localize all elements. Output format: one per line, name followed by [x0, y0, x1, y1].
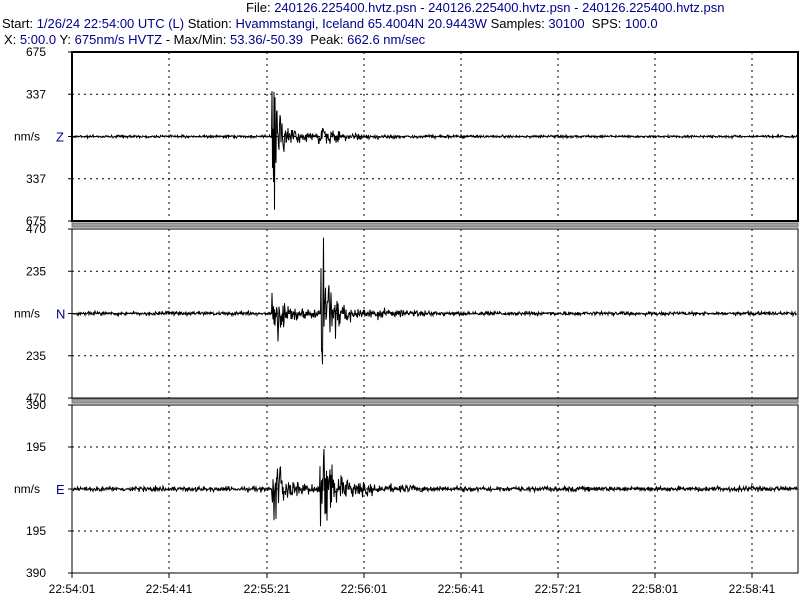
y-tick-label: 390: [26, 566, 46, 580]
time-tick-label: 22:54:01: [49, 582, 96, 596]
time-tick-label: 22:55:21: [244, 582, 291, 596]
panel-separator[interactable]: [71, 222, 799, 228]
y-tick-label: 235: [26, 349, 46, 363]
x-scale-value: 5:00.0: [19, 32, 57, 47]
y-tick-label: 337: [26, 172, 46, 186]
unit-label: nm/s: [14, 307, 40, 321]
station-value: Hvammstangi, Iceland 65.4004N 20.9443W: [235, 16, 487, 31]
samples-value: 30100: [548, 16, 585, 31]
maxmin-value: 53.36/-50.39: [230, 32, 304, 47]
waveform-trace-z: [72, 91, 798, 210]
file-label: File:: [246, 0, 271, 15]
sps-value: 100.0: [625, 16, 658, 31]
time-tick-label: 22:58:41: [729, 582, 776, 596]
y-tick-label: 470: [26, 222, 46, 236]
station-label: Station:: [187, 16, 232, 31]
waveform-trace-e: [72, 448, 798, 527]
channel-label-n: N: [56, 307, 65, 322]
sps-label: SPS:: [591, 16, 622, 31]
scale-info: X: 5:00.0 Y: 675nm/s HVTZ - Max/Min: 53.…: [4, 32, 425, 48]
x-scale-label: X:: [4, 32, 17, 47]
time-tick-label: 22:54:41: [146, 582, 193, 596]
file-value: 240126.225400.hvtz.psn - 240126.225400.h…: [274, 0, 725, 15]
y-tick-label: 235: [26, 264, 46, 278]
unit-label: nm/s: [14, 482, 40, 496]
y-scale-label: Y:: [59, 32, 72, 47]
panel-separator[interactable]: [71, 398, 799, 404]
file-info: File: 240126.225400.hvtz.psn - 240126.22…: [246, 0, 724, 16]
channel-label-z: Z: [56, 130, 64, 145]
channel-panel-e[interactable]: 390 195 195 390 nm/s E: [14, 398, 799, 580]
y-tick-label: 195: [26, 524, 46, 538]
peak-value: 662.6 nm/sec: [347, 32, 426, 47]
time-tick-label: 22:56:01: [341, 582, 388, 596]
channel-panel-z[interactable]: 675 337 337 675 nm/s Z: [14, 45, 799, 228]
time-tick-label: 22:57:21: [535, 582, 582, 596]
maxmin-label: - Max/Min:: [165, 32, 227, 47]
y-tick-label: 195: [26, 440, 46, 454]
y-tick-label: 337: [26, 87, 46, 101]
y-tick-label: 470: [26, 391, 46, 405]
channel-panel-n[interactable]: 470 235 235 470 nm/s N: [14, 222, 799, 405]
time-tick-label: 22:56:41: [438, 582, 485, 596]
y-tick-label: 675: [26, 214, 46, 228]
unit-label: nm/s: [14, 130, 40, 144]
y-tick-label: 390: [26, 398, 46, 412]
y-tick-label: 675: [26, 45, 46, 59]
start-info: Start: 1/26/24 22:54:00 UTC (L) Station:…: [2, 16, 658, 32]
start-value: 1/26/24 22:54:00 UTC (L): [36, 16, 185, 31]
time-tick-label: 22:58:01: [632, 582, 679, 596]
waveform-trace-n: [72, 237, 798, 365]
start-label: Start:: [2, 16, 34, 31]
samples-label: Samples:: [490, 16, 545, 31]
peak-label: Peak:: [310, 32, 344, 47]
y-scale-value: 675nm/s HVTZ: [74, 32, 163, 47]
channel-label-e: E: [56, 482, 65, 497]
